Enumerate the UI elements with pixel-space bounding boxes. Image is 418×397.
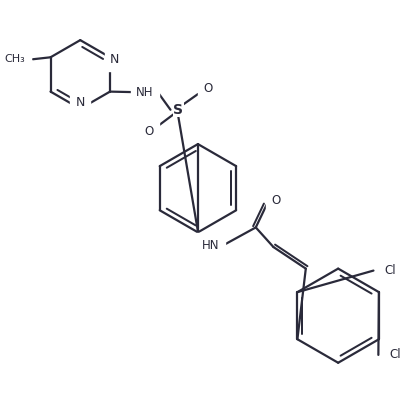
Text: O: O	[144, 125, 153, 138]
Text: Cl: Cl	[389, 349, 401, 361]
Text: S: S	[173, 103, 184, 117]
Text: O: O	[272, 195, 281, 208]
Text: HN: HN	[202, 239, 219, 252]
Text: N: N	[110, 53, 120, 66]
Text: O: O	[203, 82, 212, 94]
Text: CH₃: CH₃	[4, 54, 25, 64]
Text: N: N	[76, 96, 85, 110]
Text: Cl: Cl	[384, 264, 396, 277]
Text: NH: NH	[136, 86, 154, 98]
